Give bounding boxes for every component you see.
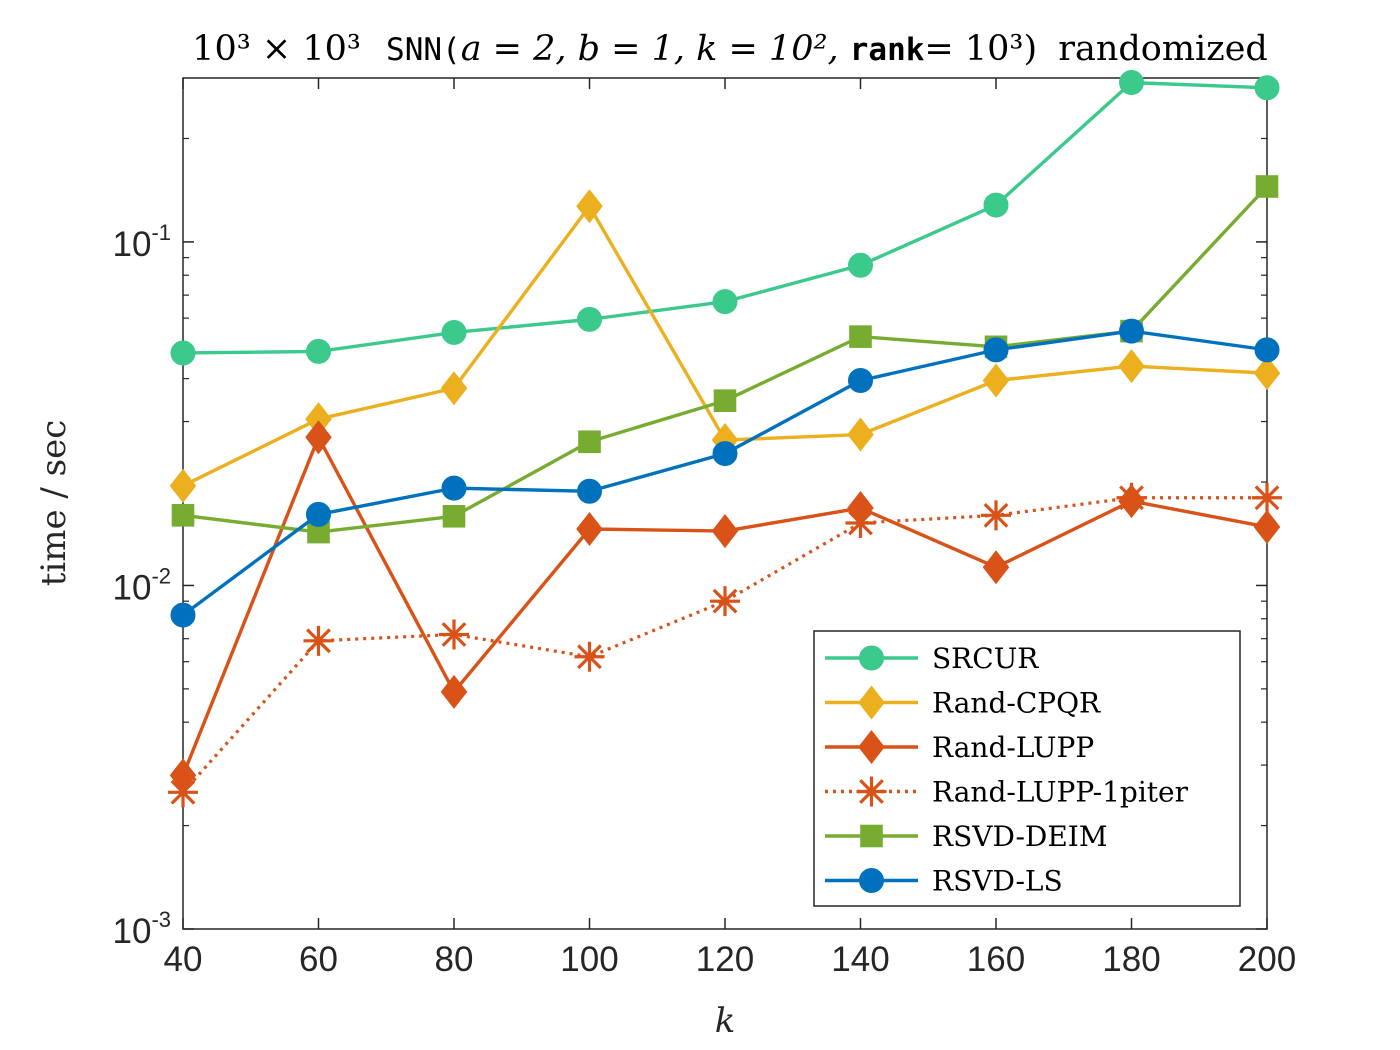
legend-item: RSVD-LS: [825, 865, 1063, 898]
data-point: [305, 420, 332, 455]
data-point: [983, 337, 1009, 363]
x-tick-label: 200: [1238, 940, 1296, 979]
data-point: [168, 777, 198, 808]
legend-label: Rand-LUPP-1piter: [932, 776, 1189, 809]
data-point: [576, 189, 603, 224]
data-point: [982, 550, 1010, 585]
legend-item: SRCUR: [825, 642, 1039, 675]
legend-marker: [859, 868, 884, 893]
legend-marker: [858, 685, 885, 720]
data-point: [1253, 356, 1281, 391]
title-dims: 10³ × 10³: [192, 29, 361, 69]
data-point: [578, 430, 601, 454]
data-point: [712, 441, 738, 467]
data-point: [711, 514, 739, 549]
data-point: [983, 192, 1009, 218]
legend-item: RSVD-DEIM: [825, 820, 1108, 853]
data-point: [577, 306, 602, 332]
data-point: [440, 674, 468, 709]
legend-marker: [859, 645, 884, 671]
data-point: [845, 507, 876, 538]
legend-box: [813, 630, 1241, 907]
data-point: [442, 504, 466, 528]
data-point: [1118, 349, 1145, 384]
data-point: [982, 363, 1010, 398]
x-tick-label: 180: [1102, 940, 1160, 979]
legend-item: Rand-LUPP: [825, 729, 1094, 765]
legend-marker: [856, 776, 887, 807]
series-rand-cpqr: [169, 189, 1281, 503]
series-rand-lupp-1piter: [168, 482, 1282, 808]
x-tick-label: 120: [696, 940, 754, 979]
data-point: [710, 586, 740, 617]
data-point: [303, 625, 334, 656]
legend-item: Rand-CPQR: [825, 685, 1101, 720]
chart-title: 10³ × 10³ SNN(a = 2, b = 1, k = 10², ran…: [192, 29, 1268, 69]
x-tick-label: 100: [560, 940, 618, 979]
data-point: [169, 468, 197, 503]
x-tick-label: 60: [299, 940, 338, 979]
data-point: [577, 478, 602, 504]
legend-item: Rand-LUPP-1piter: [825, 776, 1189, 809]
series-layer: [168, 70, 1282, 808]
data-point: [1252, 482, 1282, 513]
data-point: [170, 602, 196, 628]
x-axis-label: k: [715, 1001, 736, 1041]
data-point: [1116, 482, 1147, 513]
data-point: [440, 371, 468, 406]
data-point: [1119, 318, 1144, 344]
series-rsvd-ls: [170, 318, 1280, 628]
legend-label: Rand-LUPP: [932, 731, 1094, 764]
data-point: [171, 504, 195, 527]
data-point: [713, 389, 737, 412]
legend: SRCUR Rand-CPQR Rand-LUPP Rand-LUPP-1piter R…: [813, 630, 1241, 907]
legend-label: SRCUR: [932, 642, 1039, 675]
title-suffix: randomized: [1058, 29, 1268, 69]
data-point: [848, 252, 873, 278]
data-point: [574, 641, 605, 672]
data-point: [981, 500, 1011, 531]
data-point: [1254, 75, 1280, 101]
data-point: [712, 289, 738, 315]
x-tick-label: 40: [164, 940, 203, 979]
y-tick-label: 10-1: [113, 220, 172, 264]
data-point: [441, 319, 467, 345]
series-line: [181, 496, 1267, 794]
data-point: [576, 511, 603, 547]
title-params: a = 2, b = 1, k = 10²,: [461, 29, 850, 69]
y-tick-label: 10-2: [113, 563, 172, 607]
data-point: [1119, 70, 1144, 96]
title-snn: SNN(: [386, 32, 461, 68]
legend-marker: [860, 824, 883, 848]
data-point: [849, 325, 872, 348]
legend-label: RSVD-DEIM: [932, 820, 1108, 853]
x-tick-label: 160: [967, 940, 1025, 979]
data-point: [1253, 509, 1281, 544]
ticks: 40 60 80 100 120 140 160 180 200 10-3 10-2 10-1: [113, 78, 1296, 979]
data-point: [439, 619, 469, 650]
data-point: [1254, 337, 1280, 363]
y-axis-label: time / sec: [34, 420, 74, 587]
data-point: [170, 340, 196, 366]
legend-marker: [858, 729, 885, 765]
data-point: [441, 475, 467, 501]
data-point: [847, 417, 874, 452]
data-point: [1255, 175, 1279, 198]
series-srcur: [170, 70, 1280, 366]
data-point: [306, 501, 331, 527]
data-point: [848, 367, 873, 393]
y-tick-label: 10-3: [113, 907, 172, 951]
data-point: [306, 338, 331, 364]
x-tick-label: 80: [435, 940, 474, 979]
x-tick-label: 140: [831, 940, 889, 979]
legend-label: Rand-CPQR: [932, 687, 1101, 720]
title-rank-value: = 10³): [924, 29, 1037, 69]
title-rank: rank: [850, 32, 925, 68]
legend-label: RSVD-LS: [932, 865, 1063, 898]
